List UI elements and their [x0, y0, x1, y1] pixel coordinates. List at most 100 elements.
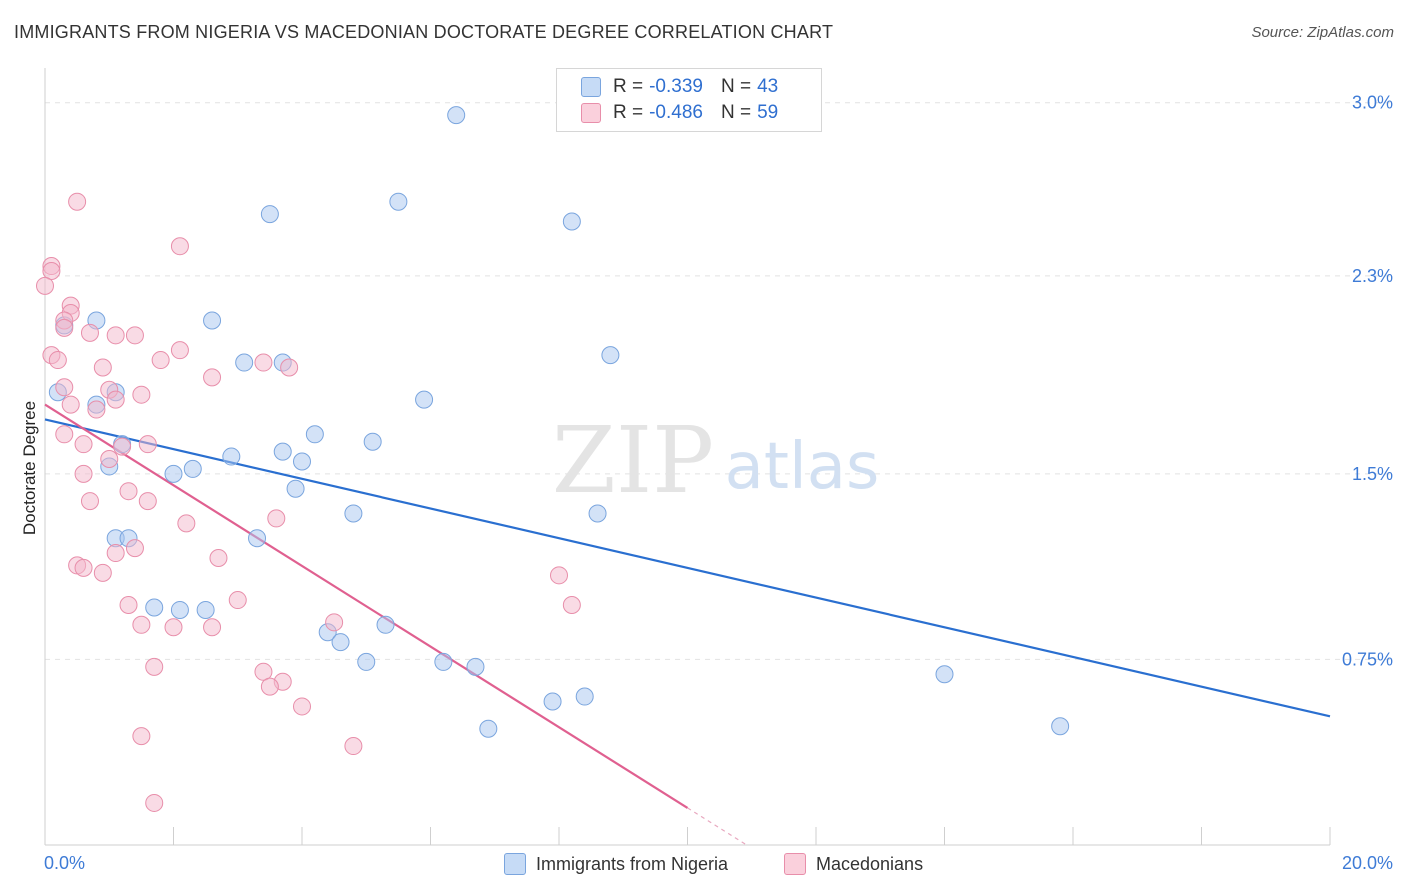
- point-s1-40: [74, 558, 93, 577]
- legend-swatch-macedonians: [581, 103, 601, 123]
- point-s1-8: [80, 323, 99, 342]
- point-s1-38: [209, 548, 228, 567]
- point-s1-1: [170, 237, 189, 256]
- point-s0-2: [260, 205, 279, 224]
- bottom-legend-label-macedonians: Macedonians: [816, 853, 924, 874]
- y-tick-label-2: 2.3%: [1352, 266, 1393, 286]
- y-axis-label: Doctorate Degree: [20, 400, 39, 536]
- point-s1-44: [562, 596, 581, 615]
- point-s1-13: [48, 351, 67, 370]
- legend-row-nigeria: R = -0.339 N = 43: [581, 75, 778, 99]
- legend-swatch-nigeria: [581, 77, 601, 97]
- watermark-zip: ZIP: [552, 407, 714, 514]
- x-tick-labels: 0.0% 20.0%: [44, 853, 1393, 873]
- point-s1-15: [254, 353, 273, 372]
- point-s0-34: [376, 615, 395, 634]
- trend-line-1: [44, 403, 689, 809]
- point-s1-22: [106, 390, 125, 409]
- point-s1-36: [125, 539, 144, 558]
- point-s0-30: [170, 600, 189, 619]
- trend-line-extension-1: [687, 807, 747, 846]
- point-s1-42: [550, 566, 568, 585]
- point-s1-0: [68, 192, 87, 211]
- point-s0-17: [273, 442, 292, 461]
- legend-r-label: R =: [613, 76, 644, 97]
- y-tick-label-3: 3.0%: [1352, 93, 1393, 113]
- point-s0-31: [196, 600, 215, 619]
- point-s1-34: [267, 509, 286, 528]
- point-s1-57: [145, 793, 164, 812]
- point-s0-14: [305, 425, 324, 444]
- chart-title: IMMIGRANTS FROM NIGERIA VS MACEDONIAN DO…: [14, 22, 834, 42]
- point-s1-48: [203, 618, 222, 637]
- grid-lines: [45, 102, 1395, 660]
- y-tick-label-0: 0.75%: [1342, 649, 1393, 669]
- point-s1-46: [132, 615, 151, 634]
- point-s0-28: [248, 529, 267, 548]
- legend-row-macedonians: R = -0.486 N = 59: [581, 101, 778, 125]
- point-s1-23: [61, 395, 80, 414]
- point-s0-23: [286, 479, 305, 498]
- point-s1-31: [119, 482, 138, 501]
- point-s0-7: [601, 346, 620, 365]
- point-s1-47: [164, 618, 183, 637]
- legend-r-value: -0.486: [649, 102, 703, 123]
- point-s1-35: [177, 514, 196, 533]
- correlation-legend: R = -0.339 N = 43 R = -0.486 N = 59: [556, 68, 822, 132]
- point-s0-33: [331, 633, 350, 652]
- point-s1-19: [55, 378, 74, 397]
- point-s1-55: [132, 727, 151, 746]
- point-s0-35: [357, 652, 376, 671]
- point-s0-22: [164, 464, 183, 483]
- point-s0-3: [562, 212, 581, 231]
- point-s0-0: [447, 106, 466, 125]
- bottom-legend-swatch-macedonians: [784, 853, 806, 875]
- y-tick-labels: 0.75% 1.5% 2.3% 3.0%: [1342, 93, 1393, 670]
- legend-n-value: 59: [757, 102, 779, 123]
- point-s1-49: [325, 613, 344, 632]
- source-note: Source: ZipAtlas.com: [1251, 24, 1394, 41]
- point-s1-28: [113, 437, 132, 456]
- point-s1-18: [203, 368, 222, 387]
- point-s0-24: [344, 504, 363, 523]
- trend-line-0: [44, 418, 1331, 718]
- point-s1-53: [260, 677, 279, 696]
- point-s1-56: [344, 737, 363, 756]
- point-s0-39: [543, 692, 562, 711]
- point-s1-26: [138, 435, 157, 454]
- point-s0-18: [222, 447, 241, 466]
- point-s0-25: [588, 504, 607, 523]
- point-s1-21: [132, 385, 151, 404]
- point-s1-37: [106, 544, 125, 563]
- point-s0-15: [363, 432, 382, 451]
- point-s0-40: [575, 687, 594, 706]
- legend-r-value: -0.339: [649, 76, 703, 97]
- legend-r-label: R =: [613, 102, 644, 123]
- point-s1-17: [93, 358, 112, 377]
- point-s1-50: [145, 657, 164, 676]
- legend-n-label: N =: [720, 76, 752, 97]
- axes: [44, 68, 1331, 846]
- point-s0-38: [935, 665, 954, 684]
- x-tick-label-1: 20.0%: [1342, 853, 1393, 873]
- trend-lines: [44, 403, 1331, 846]
- point-s1-16: [280, 358, 299, 377]
- point-s1-10: [125, 326, 144, 345]
- point-s1-11: [170, 341, 189, 360]
- point-s1-58: [55, 318, 74, 337]
- point-s1-14: [151, 351, 170, 370]
- point-s0-37: [466, 657, 485, 676]
- point-s1-4: [36, 276, 54, 295]
- legend-n-value: 43: [757, 76, 779, 97]
- legend-n-label: N =: [720, 102, 752, 123]
- watermark-atlas: atlas: [725, 430, 880, 504]
- bottom-legend-macedonians: Macedonians: [784, 852, 923, 876]
- point-s1-30: [74, 464, 93, 483]
- point-s1-41: [93, 563, 112, 582]
- point-s0-4: [203, 311, 222, 330]
- point-s0-41: [479, 719, 498, 738]
- x-tick-label-0: 0.0%: [44, 853, 85, 873]
- point-s1-43: [228, 591, 247, 610]
- point-s0-29: [145, 598, 164, 617]
